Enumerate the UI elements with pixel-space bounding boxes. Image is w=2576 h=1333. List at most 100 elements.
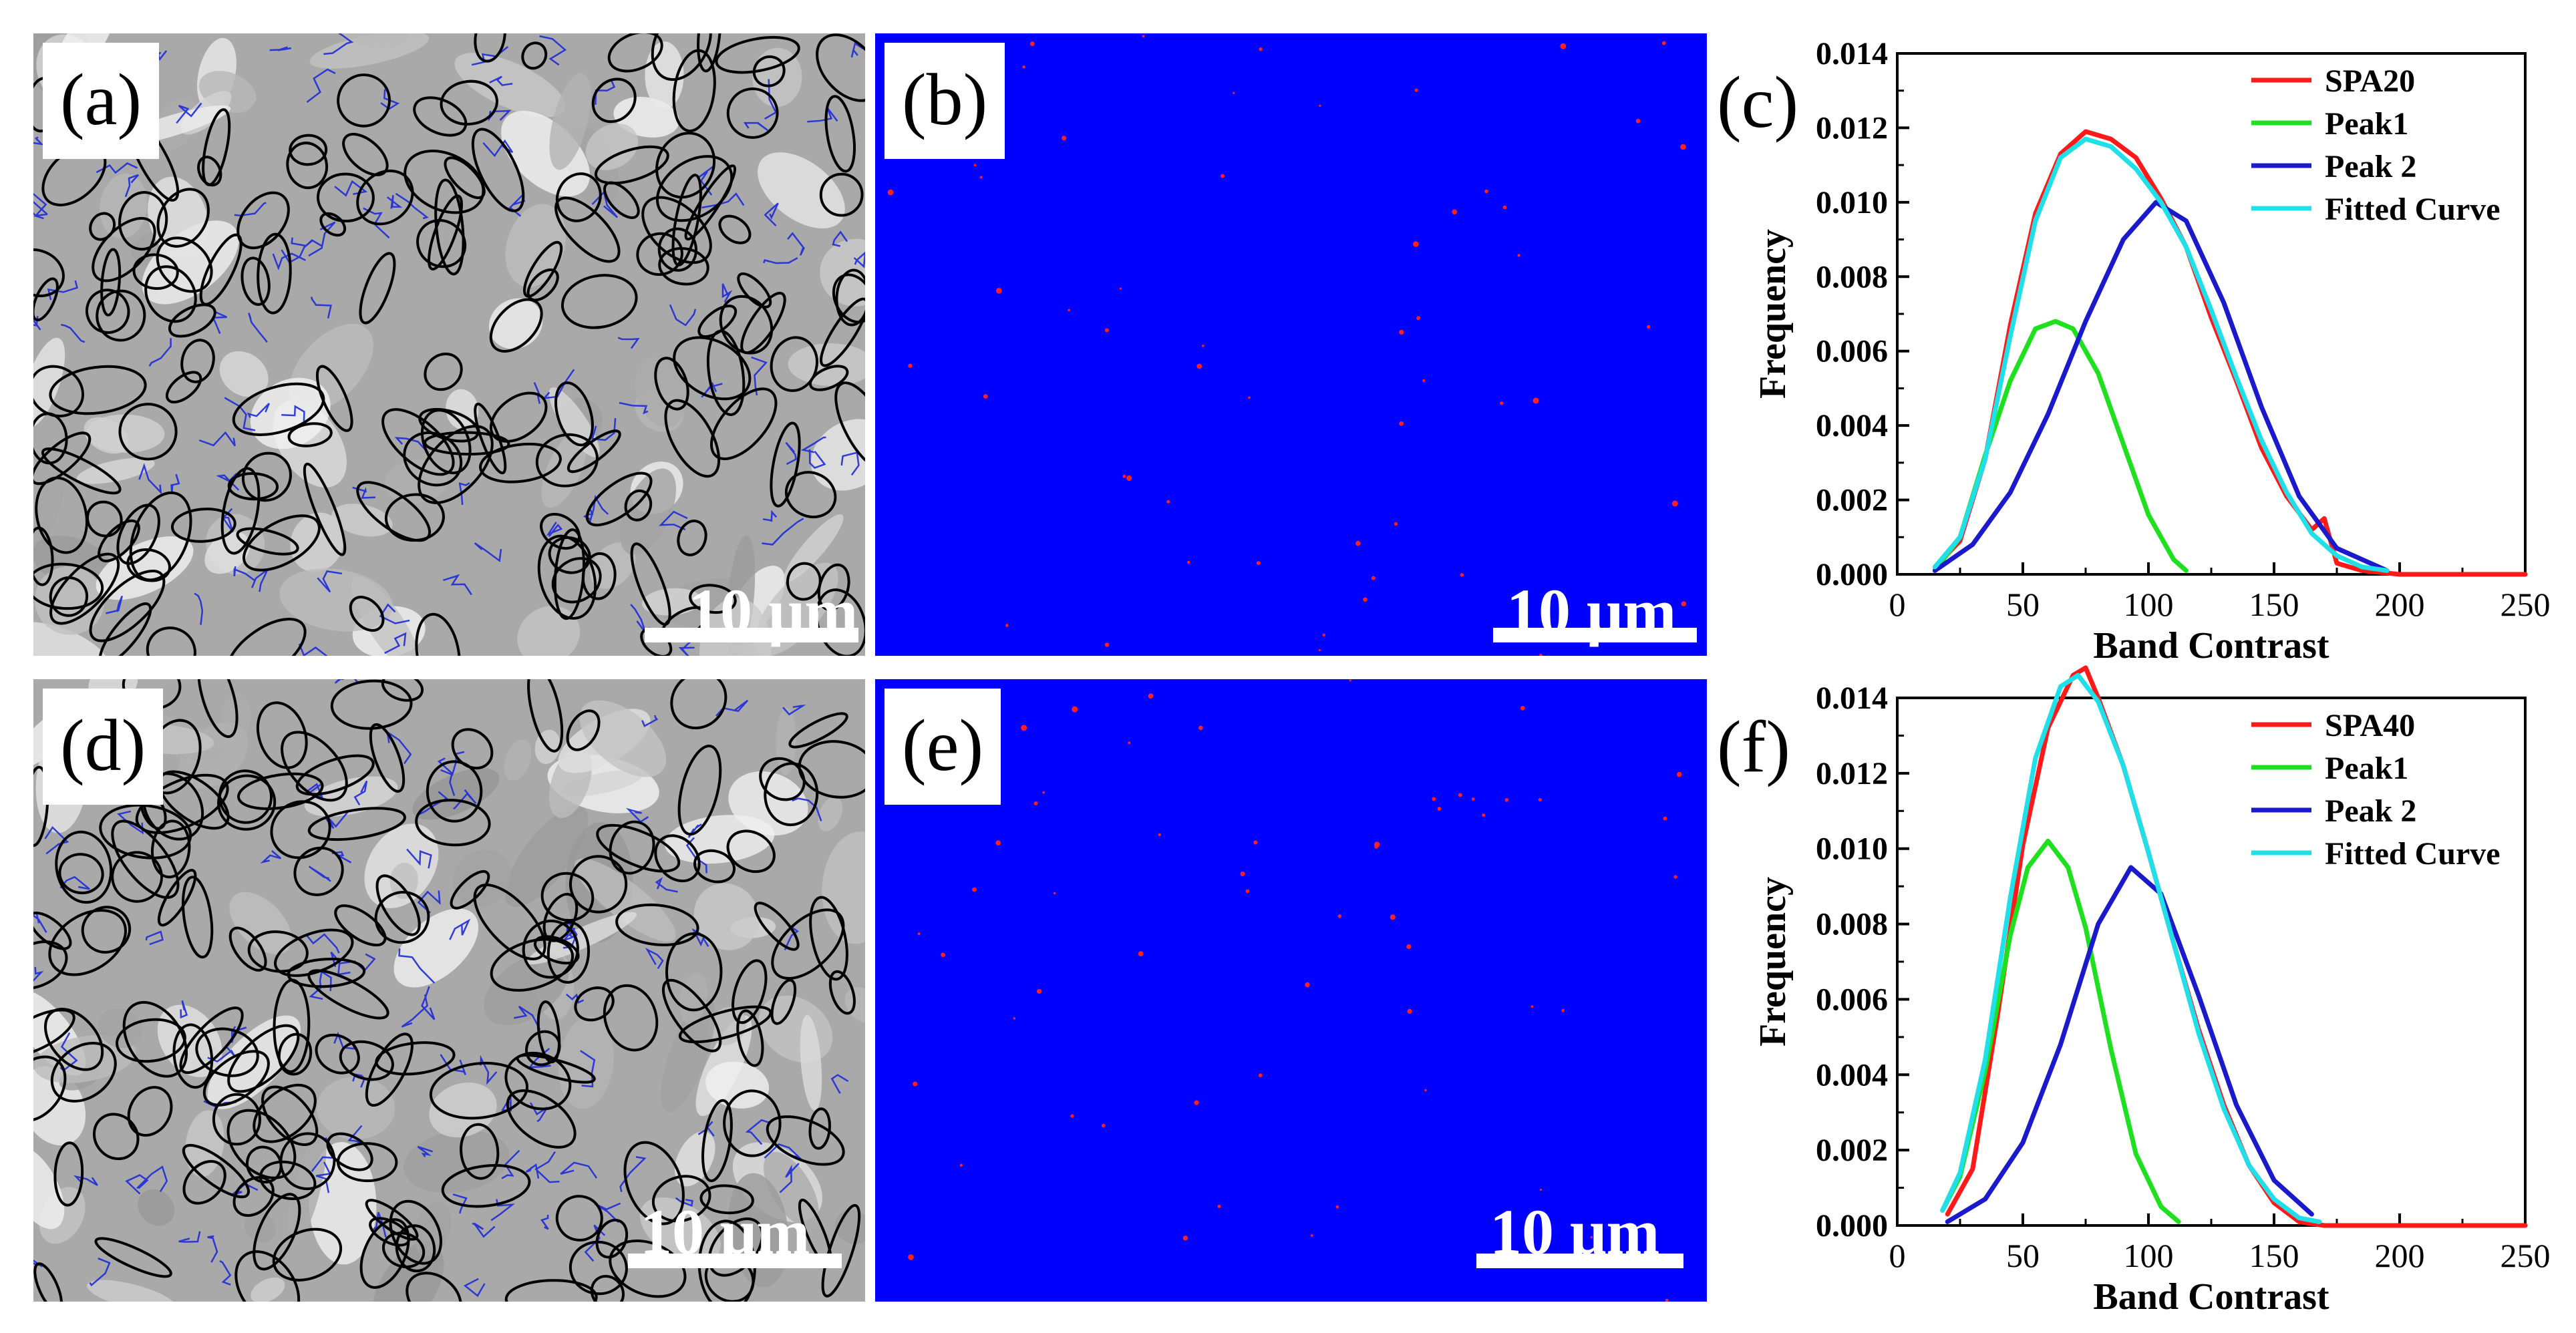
high-angle-boundary [180,339,215,383]
high-angle-boundary [553,528,585,620]
high-angle-boundary [609,1240,687,1298]
low-angle-boundary [421,986,436,1020]
phase-spot [1072,706,1078,713]
low-angle-boundary [180,1000,188,1019]
grain-shape [309,1142,377,1265]
high-angle-boundary [369,723,406,793]
high-angle-boundary [828,970,856,1015]
x-tick-label: 150 [2249,586,2299,623]
high-angle-boundary [41,447,122,495]
grain-shape [204,532,251,574]
high-angle-boundary [665,932,723,1012]
low-angle-boundary [363,207,390,239]
x-tick-label: 100 [2124,1237,2174,1274]
series-line-peak1 [1940,838,2181,1224]
high-angle-boundary [33,765,49,847]
low-angle-boundary [641,715,659,727]
low-angle-boundary [463,1278,486,1298]
phase-spot [1248,396,1251,399]
phase-spot [1452,209,1458,215]
high-angle-boundary [603,984,659,1052]
phase-spot [1253,840,1258,845]
high-angle-boundary [820,297,865,367]
high-angle-boundary [381,679,424,702]
low-angle-boundary [565,993,585,1004]
high-angle-boundary [92,1113,140,1161]
high-angle-boundary [334,904,387,947]
high-angle-boundary [33,1262,63,1302]
phase-spot [1349,679,1351,682]
low-angle-boundary [584,1224,606,1262]
grain-shape [505,204,567,287]
panel-label: (c) [1717,61,1798,143]
phase-spots [887,35,1687,656]
high-angle-boundary [504,1279,598,1302]
high-angle-boundary [809,896,848,981]
phase-spot [1680,144,1686,150]
phase-spot [1233,91,1235,94]
low-angle-boundary [145,930,164,946]
low-angle-boundary [546,522,563,537]
grain-shape [810,419,865,491]
low-angle-boundary [124,174,140,198]
high-angle-boundary [49,365,147,415]
high-angle-boundary [202,1050,270,1107]
high-angle-boundary [226,1109,297,1179]
low-angle-boundary [630,604,647,634]
high-angle-boundary [554,196,621,263]
high-angle-boundary [172,1023,214,1089]
x-tick-label: 200 [2375,586,2425,623]
high-angle-boundary [303,462,347,556]
x-tick-label: 0 [1889,1237,1906,1274]
phase-spot [1138,951,1144,957]
low-angle-boundary [625,807,649,823]
phase-spot [1128,741,1131,745]
phase-spot [1590,1235,1593,1239]
low-angle-boundary [792,797,822,821]
high-angle-boundary [179,1006,244,1075]
high-angle-boundary [415,799,491,847]
high-angle-boundary [678,1005,772,1044]
high-angle-boundary [585,471,653,527]
high-angle-boundary [33,562,104,610]
low-angle-boundary [534,1151,560,1183]
low-angle-boundary [539,35,567,66]
high-angle-boundary [489,298,543,353]
high-angle-boundary [523,240,563,298]
panel-label: (f) [1717,706,1790,787]
high-angle-boundary [116,1018,186,1063]
high-angle-boundary [270,800,331,860]
low-angle-boundary [443,574,472,596]
phase-spot [887,189,894,196]
low-angle-boundary [219,1260,232,1286]
low-angle-boundary [453,789,477,809]
high-angle-boundary [116,504,160,565]
high-angle-boundary [824,95,856,173]
high-angle-boundary [375,874,421,936]
high-angle-boundary [127,1086,173,1137]
high-angle-boundary [319,212,347,237]
grain-shape [33,472,64,561]
microstructure-texture [33,33,865,656]
grain-shape [674,1131,715,1187]
high-angle-boundary [404,150,485,214]
low-angle-boundary [33,201,48,220]
low-angle-boundary [386,195,403,209]
high-angle-boundary [349,596,385,632]
phase-spot [1437,807,1442,811]
phase-spot [1322,633,1325,636]
high-angle-boundary [33,365,85,417]
panel-label-e: (e) [884,689,1001,805]
phase-spot [973,164,977,167]
high-angle-boundary [227,1024,300,1093]
high-angle-boundary [574,986,615,1022]
high-angle-boundary [506,1089,577,1149]
high-angle-boundary [693,849,736,884]
high-angle-boundary [754,902,800,951]
low-angle-boundary [136,1165,168,1193]
high-angle-boundary [526,268,559,302]
low-angle-boundary [384,632,407,654]
high-angle-boundary [736,1009,764,1067]
high-angle-boundary [261,1085,319,1147]
low-angle-boundary [306,68,336,103]
